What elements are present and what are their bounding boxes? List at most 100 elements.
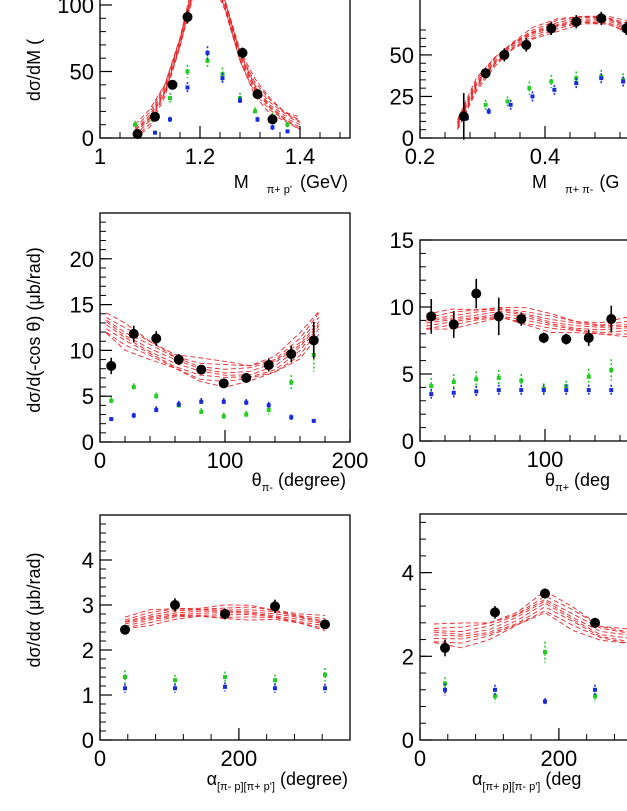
data-point [538, 332, 549, 343]
model-curve [106, 328, 320, 382]
y-tick-label: 5 [402, 362, 414, 387]
green-point [586, 374, 591, 379]
x-tick-labels: 0 200 [94, 746, 257, 771]
blue-point [451, 390, 456, 395]
x-tick-label: 200 [332, 448, 369, 473]
x-tick-label: 0.2 [405, 144, 436, 169]
green-point [429, 384, 434, 389]
blue-point [574, 81, 579, 86]
blue-point [599, 76, 604, 81]
model-curve [124, 604, 326, 618]
data-point [499, 49, 510, 60]
data-point [546, 23, 557, 34]
green-point [549, 79, 554, 84]
green-point [519, 378, 524, 383]
x-axis-subscript: π+ [555, 482, 569, 494]
data-point [540, 588, 550, 599]
x-tick-label: 100 [527, 447, 564, 472]
y-tick-labels: 0 1 2 3 4 [82, 548, 94, 753]
blue-point [270, 125, 275, 130]
y-tick-label: 25 [390, 84, 414, 109]
data-point [471, 288, 482, 299]
data-point [263, 360, 274, 371]
blue-point [168, 117, 172, 122]
y-tick-label: 50 [70, 60, 94, 85]
data-point [571, 16, 582, 27]
model-curve [124, 615, 326, 632]
y-tick-label: 0 [82, 728, 94, 753]
x-axis-unit: (degree) [280, 769, 348, 789]
model-curve [124, 606, 326, 621]
blue-point [586, 388, 591, 393]
data-point [182, 11, 193, 22]
data-point [106, 360, 117, 371]
x-axis-symbol: M [532, 172, 547, 192]
data-point [320, 619, 330, 630]
model-curve [124, 609, 326, 622]
blue-point [255, 117, 260, 122]
axis-ticks [419, 521, 615, 741]
y-tick-label: 3 [82, 593, 94, 618]
x-tick-label: 0 [94, 746, 106, 771]
model-curve [433, 595, 627, 633]
blue-point [153, 130, 157, 135]
axis-ticks [99, 514, 351, 741]
green-point [185, 69, 190, 74]
y-tick-label: 0 [402, 126, 414, 151]
model-curve [426, 316, 627, 335]
y-axis-title: dσ/dα (μb/rad) [24, 553, 44, 668]
blue-point [109, 417, 114, 422]
y-tick-labels: 0 5 10 15 20 [70, 247, 94, 455]
blue-point [289, 415, 294, 420]
model-curve [426, 306, 627, 324]
y-tick-labels: 0 2 4 [402, 561, 414, 753]
blue-point [176, 402, 181, 407]
data-points [426, 278, 617, 400]
x-axis-unit: (degree) [278, 470, 346, 490]
green-point [154, 394, 159, 399]
green-point [285, 122, 290, 127]
blue-point [564, 388, 569, 393]
y-tick-label: 0 [402, 728, 414, 753]
green-point [133, 122, 137, 127]
blue-point [474, 389, 479, 394]
model-curve [134, 0, 301, 133]
data-point [490, 607, 500, 618]
blue-point [199, 399, 204, 404]
blue-point [530, 94, 535, 99]
y-tick-label: 10 [390, 295, 414, 320]
data-point [493, 311, 504, 322]
blue-point [238, 98, 242, 103]
model-curve [426, 308, 627, 326]
green-point [323, 672, 327, 677]
y-tick-label: 0 [402, 429, 414, 454]
y-tick-label: 50 [390, 43, 414, 68]
data-points [458, 11, 627, 140]
green-point [593, 694, 597, 699]
data-point [267, 114, 278, 125]
y-tick-labels: 0 50 100 [57, 0, 94, 151]
model-curve [426, 308, 627, 327]
x-axis-title: θπ- (degree) [252, 470, 346, 494]
blue-point [223, 684, 227, 689]
blue-point [493, 687, 497, 692]
plot-frame [99, 0, 351, 139]
y-tick-labels: 0 5 10 15 [390, 228, 414, 454]
green-point [223, 675, 227, 679]
blue-point [486, 109, 491, 114]
data-point [173, 354, 184, 365]
y-tick-label: 15 [390, 228, 414, 253]
green-point [609, 367, 614, 372]
green-point [451, 380, 456, 385]
x-axis-subscript: π+ π- [565, 184, 594, 196]
x-tick-labels: 0 200 [414, 746, 577, 771]
blue-point [154, 407, 159, 412]
x-axis-subscript: [π- p][π+ p'] [217, 781, 275, 793]
axis-ticks [99, 4, 341, 139]
plot-frame [419, 513, 627, 741]
data-point [252, 89, 263, 100]
